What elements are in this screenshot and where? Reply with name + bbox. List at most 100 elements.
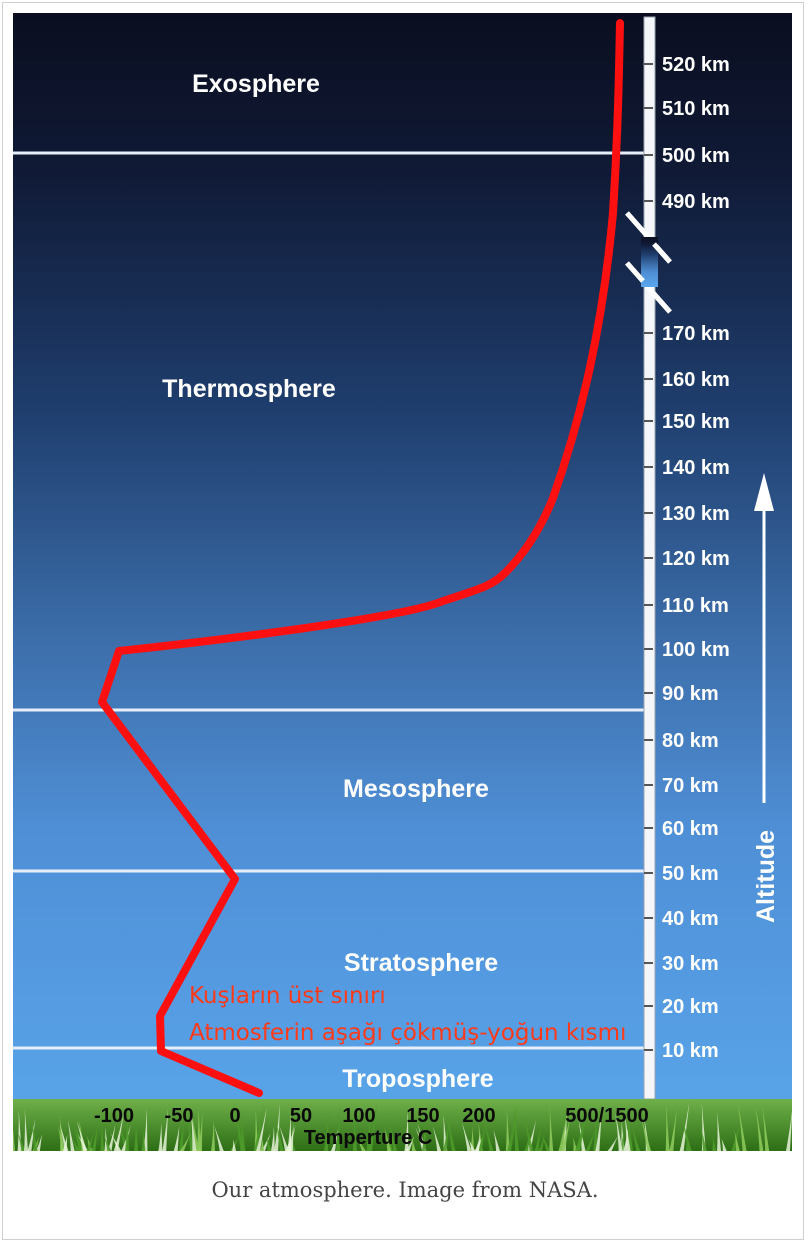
temperature-curve [98,19,624,1097]
grass-blade [717,1111,722,1151]
grass-blade [366,1105,371,1151]
grass-blade [560,1112,571,1151]
grass-blade [279,1125,289,1151]
grass-blade [712,1135,717,1151]
altitude-axis-label: Altitude [752,830,780,923]
grass-blade [13,1127,16,1151]
grass-blade [125,1104,130,1151]
temperature-axis-label: Temperture C [304,1127,433,1149]
grass-blade [158,1123,163,1151]
temp-tick: 200 [462,1105,495,1127]
altitude-tick-label: 170 km [662,323,730,345]
label-mesosphere: Mesosphere [343,775,489,803]
annotation-dense-part: Atmosferin aşağı çökmüş-yoğun kısmı [189,1020,626,1046]
altitude-tick-label: 70 km [662,775,719,797]
grass-blade [388,1129,393,1151]
grass-blade [76,1120,88,1151]
grass-blade [331,1128,339,1151]
grass-blade [35,1134,42,1151]
grass-blade [721,1138,727,1151]
altitude-tick-label: 100 km [662,639,730,661]
grass-blade [493,1129,501,1151]
grass-blade [197,1111,203,1151]
grass-blade [100,1121,105,1151]
temp-tick: -50 [165,1105,194,1127]
label-troposphere: Troposphere [342,1065,494,1093]
temp-tick: 500/1500 [565,1105,648,1127]
grass-blade [593,1114,598,1151]
altitude-tick-label: 150 km [662,411,730,433]
grass-blade [141,1128,146,1151]
atmosphere-diagram: Exosphere Thermosphere Mesosphere Strato… [13,13,792,1151]
grass-blade [261,1132,271,1151]
altitude-tick-label: 140 km [662,457,730,479]
grass-blade [266,1134,272,1151]
grass-blade [524,1133,530,1151]
temp-tick: 150 [406,1105,439,1127]
grass-blade [59,1123,69,1151]
grass-blade [270,1126,275,1151]
grass-blade [477,1123,486,1151]
grass-blade [240,1108,246,1151]
grass-blade [113,1112,125,1151]
grass-blade [522,1112,534,1151]
grass-blade [468,1138,476,1151]
grass-blade [24,1109,29,1151]
altitude-tick-label: 110 km [662,595,729,617]
grass-blade [179,1133,191,1151]
grass-blade [513,1102,519,1151]
temperature-ticks: -100 -50 0 50 100 150 200 500/1500 [94,1105,649,1127]
grass-blade [585,1128,596,1151]
grass-blade [734,1130,740,1151]
temp-tick: 100 [342,1105,375,1127]
grass-blade [680,1114,692,1151]
grass-blade [103,1134,112,1151]
grass-blade [190,1110,197,1151]
grass-blade [411,1137,416,1151]
grass-blade [16,1129,26,1151]
altitude-tick-label: 120 km [662,548,730,570]
grass-blades [13,1101,792,1151]
grass-blade [162,1109,169,1151]
grass-blade [624,1112,631,1151]
grass-blade [368,1102,378,1151]
grass-blade [31,1118,38,1151]
grass-blade [755,1105,764,1151]
grass-blade [626,1104,633,1151]
grass-blade [355,1135,366,1151]
grass-blade [107,1124,116,1151]
grass-blade [178,1116,184,1151]
altitude-tick-label: 500 km [662,145,730,167]
grass-blade [388,1117,398,1151]
grass-blade [595,1107,602,1151]
grass-blade [86,1130,94,1151]
temp-tick: -100 [94,1105,134,1127]
axis-break-marks [625,211,672,314]
temp-tick: 50 [290,1105,312,1127]
grass-blade [474,1137,482,1151]
grass-blade [669,1108,677,1151]
grass-blade [214,1125,224,1151]
grass-blade [335,1105,340,1151]
altitude-tick-label: 80 km [662,730,719,752]
grass-blade [540,1132,551,1151]
grass-blade [623,1128,629,1151]
figure-caption: Our atmosphere. Image from NASA. [211,1178,599,1202]
grass-blade [640,1113,652,1151]
label-exosphere: Exosphere [192,70,320,98]
grass-blade [483,1118,494,1151]
grass-blade [607,1135,618,1151]
grass-blade [461,1122,472,1151]
annotation-birds-limit: Kuşların üst sınırı [189,983,386,1009]
grass-blade [700,1125,707,1151]
altitude-tick-label: 50 km [662,863,719,885]
grass-blade [549,1106,554,1151]
label-thermosphere: Thermosphere [162,375,336,403]
grass-blade [505,1107,510,1151]
grass-blade [421,1118,426,1151]
grass-blade [232,1138,237,1151]
altitude-tick-label: 60 km [662,818,719,840]
grass-blade [352,1107,357,1151]
atmosphere-svg: Exosphere Thermosphere Mesosphere Strato… [13,13,792,1151]
grass-blade [558,1109,568,1151]
